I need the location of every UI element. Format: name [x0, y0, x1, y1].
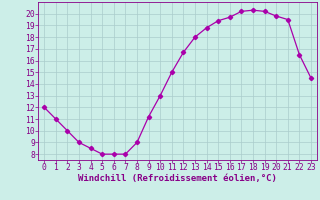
X-axis label: Windchill (Refroidissement éolien,°C): Windchill (Refroidissement éolien,°C)	[78, 174, 277, 183]
